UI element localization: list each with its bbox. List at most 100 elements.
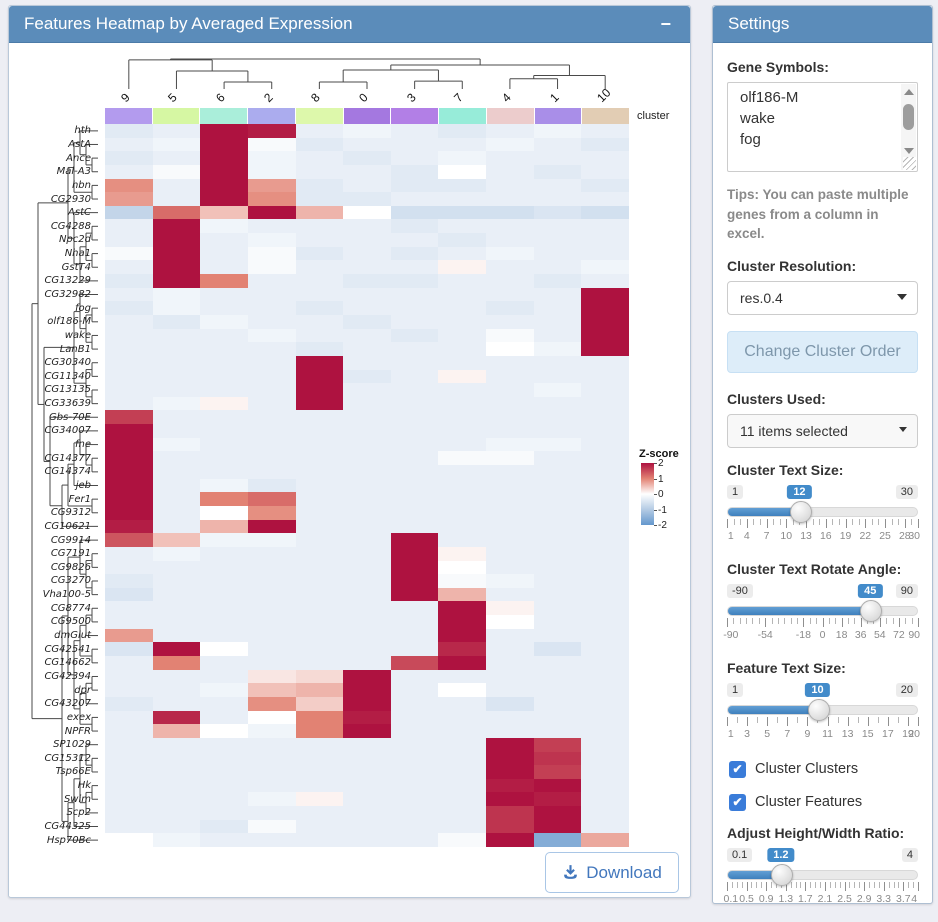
heatmap-cell bbox=[343, 383, 391, 397]
heatmap-cell bbox=[581, 656, 629, 670]
heatmap-cell bbox=[438, 355, 487, 370]
gene-label: CG43207 bbox=[44, 698, 91, 710]
heatmap-cell bbox=[200, 546, 248, 561]
gene-symbols-input[interactable]: olf186-M wake fog bbox=[727, 82, 918, 172]
scrollbar-thumb[interactable] bbox=[903, 104, 914, 130]
download-button[interactable]: Download bbox=[545, 852, 679, 893]
slider-track[interactable] bbox=[727, 599, 918, 622]
height-width-ratio-slider[interactable]: 0.1 4 1.2 0.1 0.5 0.9 1.3 1.7 2.1 2.5 2.9 3.3 3.7 4 bbox=[724, 847, 919, 910]
heatmap-cell bbox=[152, 151, 201, 165]
gene-symbols-scrollbar[interactable] bbox=[901, 84, 916, 170]
slider-major-tick bbox=[918, 518, 919, 528]
heatmap-cell bbox=[581, 437, 629, 452]
clusters-used-dropdown[interactable]: 11 items selected bbox=[727, 413, 918, 448]
heatmap-cell bbox=[343, 178, 391, 193]
heatmap-cell bbox=[105, 437, 153, 452]
gene-symbol-line: fog bbox=[740, 131, 761, 148]
slider-handle[interactable] bbox=[807, 698, 830, 721]
heatmap-cell bbox=[152, 806, 201, 820]
slider-min-label: -90 bbox=[727, 583, 753, 598]
heatmap-cell bbox=[105, 192, 153, 206]
gene-label: CG7191 bbox=[50, 548, 91, 560]
cluster-resolution-select[interactable]: res.0.4 bbox=[727, 280, 918, 315]
heatmap-cell bbox=[343, 792, 391, 807]
slider-handle[interactable] bbox=[789, 500, 812, 523]
heatmap-cell bbox=[486, 778, 534, 793]
heatmap-cell bbox=[200, 778, 248, 793]
heatmap-cell bbox=[343, 151, 391, 165]
slider-tick bbox=[819, 518, 821, 525]
slider-track[interactable] bbox=[727, 500, 918, 523]
scroll-down-arrow-icon[interactable] bbox=[904, 148, 914, 154]
heatmap-cell bbox=[200, 683, 248, 697]
heatmap-cell bbox=[343, 656, 391, 670]
heatmap-cell bbox=[152, 369, 201, 384]
panel-title: Features Heatmap by Averaged Expression bbox=[24, 14, 353, 33]
heatmap-cell bbox=[581, 683, 629, 697]
heatmap-cell bbox=[343, 587, 391, 602]
heatmap-cell bbox=[390, 205, 439, 220]
heatmap-cell bbox=[105, 451, 153, 466]
slider-major-tick bbox=[807, 716, 809, 726]
slider-track[interactable] bbox=[727, 698, 918, 721]
heatmap-cell bbox=[438, 546, 487, 561]
heatmap-cell bbox=[533, 587, 582, 602]
change-cluster-order-button[interactable]: Change Cluster Order bbox=[727, 330, 918, 373]
heatmap-cell bbox=[343, 778, 391, 793]
heatmap-cell bbox=[438, 724, 487, 738]
slider-major-tick bbox=[785, 881, 787, 891]
heatmap-cell bbox=[390, 465, 439, 479]
heatmap-cell bbox=[533, 178, 582, 193]
heatmap-cell bbox=[152, 778, 201, 793]
slider-tick bbox=[790, 881, 792, 888]
heatmap-cell bbox=[438, 574, 487, 588]
heatmap-cell bbox=[200, 355, 248, 370]
heatmap-cell bbox=[486, 301, 534, 315]
scroll-up-arrow-icon[interactable] bbox=[904, 89, 914, 95]
slider-track[interactable] bbox=[727, 863, 918, 886]
heatmap-cell bbox=[390, 669, 439, 684]
slider-handle[interactable] bbox=[771, 863, 794, 886]
slider-major-tick bbox=[825, 518, 827, 528]
legend-tick-label: 2 bbox=[654, 458, 664, 469]
heatmap-cell bbox=[486, 628, 534, 643]
cluster-text-rotate-angle-slider[interactable]: -90 90 45 -90 -54 -18 0 18 36 54 72 90 bbox=[723, 583, 920, 646]
gene-label: jeb bbox=[75, 479, 91, 491]
heatmap-cell bbox=[152, 274, 201, 288]
heatmap-cell bbox=[438, 533, 487, 547]
textarea-resize-grip-icon[interactable] bbox=[903, 157, 916, 170]
heatmap-cell bbox=[200, 301, 248, 315]
collapse-minus-icon[interactable]: − bbox=[660, 14, 671, 34]
heatmap-cell bbox=[105, 424, 153, 438]
heatmap-cell bbox=[438, 137, 487, 152]
heatmap-cell bbox=[247, 656, 296, 670]
heatmap-cell bbox=[343, 328, 391, 343]
heatmap-cell bbox=[200, 710, 248, 725]
heatmap-cell bbox=[581, 246, 629, 261]
slider-min-label: 1 bbox=[727, 682, 744, 697]
slider-handle[interactable] bbox=[859, 599, 882, 622]
heatmap-cell bbox=[200, 246, 248, 261]
slider-tick-label: 3.7 bbox=[895, 892, 911, 905]
heatmap-cell bbox=[343, 819, 391, 834]
heatmap-cell bbox=[105, 355, 153, 370]
slider-tick-label: -54 bbox=[757, 628, 773, 641]
heatmap-cell bbox=[105, 246, 153, 261]
heatmap-cell bbox=[533, 710, 582, 725]
cluster-text-size-slider[interactable]: 1 30 12 1 4 7 10 13 16 19 22 25 28 30 bbox=[727, 484, 920, 547]
heatmap-cell bbox=[295, 737, 344, 752]
heatmap-cell bbox=[152, 601, 201, 616]
heatmap-cell bbox=[152, 615, 201, 629]
heatmap-cell bbox=[105, 383, 153, 397]
heatmap-cell bbox=[295, 301, 344, 315]
heatmap-cell bbox=[105, 696, 153, 711]
heatmap-cell bbox=[343, 546, 391, 561]
heatmap-cell bbox=[486, 696, 534, 711]
cluster-clusters-checkbox[interactable]: ✔ Cluster Clusters bbox=[729, 760, 918, 778]
slider-major-tick bbox=[727, 881, 728, 891]
heatmap-cell bbox=[486, 519, 534, 534]
heatmap-cell bbox=[247, 124, 296, 138]
heatmap-cell bbox=[581, 492, 629, 506]
feature-text-size-slider[interactable]: 1 20 10 1 3 5 7 9 11 13 15 17 19 20 bbox=[727, 682, 920, 745]
cluster-features-checkbox[interactable]: ✔ Cluster Features bbox=[729, 793, 918, 811]
